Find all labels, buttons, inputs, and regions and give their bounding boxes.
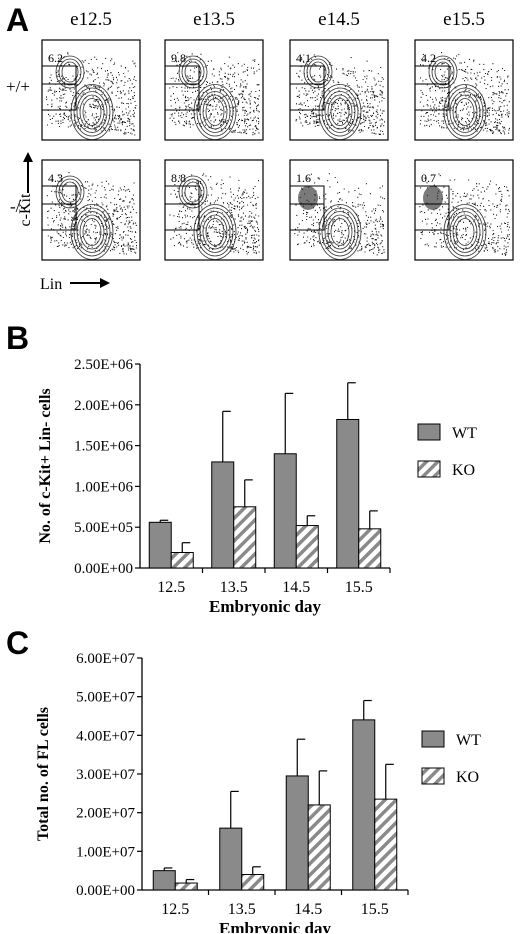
- legend-label-wt: WT: [456, 732, 481, 749]
- bar-wt: [148, 521, 172, 569]
- c-kit-axis-label: c-Kit: [17, 193, 34, 226]
- bar-ko: [358, 528, 382, 569]
- bar-ko: [241, 874, 265, 891]
- y-axis-title: Total no. of FL cells: [35, 707, 52, 841]
- panel-c-letter: C: [6, 625, 30, 661]
- y-tick-label: 1.00E+07: [76, 844, 135, 860]
- legend-label-ko: KO: [452, 462, 475, 479]
- y-tick-label: 0.00E+00: [74, 561, 133, 577]
- bar-ko: [295, 525, 319, 569]
- c-kit-arrow-head: [23, 152, 33, 162]
- flow-plot: 4.1: [289, 39, 389, 141]
- bar-ko: [374, 798, 398, 891]
- bar-wt: [211, 461, 235, 569]
- flow-column-header: e14.5: [318, 9, 360, 30]
- y-tick-label: 1.00E+06: [74, 479, 133, 495]
- chart-b-ckit-lin-cells: 0.00E+00 5.00E+05 1.00E+06 1.50E+06 2.00E+06…: [37, 357, 477, 616]
- legend-swatch-ko: [421, 767, 445, 785]
- gate-percent-label: 4.1: [296, 51, 311, 65]
- legend-swatch-wt: [421, 730, 445, 748]
- lin-axis-label: Lin: [40, 276, 62, 293]
- bar-ko: [233, 506, 257, 569]
- flow-plot: 4.3: [41, 159, 141, 261]
- y-tick-label: 2.00E+07: [76, 806, 135, 822]
- y-axis-title: No. of c-Kit+ Lin- cells: [37, 388, 54, 543]
- flow-row-label: +/+: [6, 77, 30, 96]
- bar-wt: [352, 719, 376, 891]
- gate-percent-label: 6.2: [48, 51, 63, 65]
- bar-ko: [170, 551, 194, 569]
- panel-a-letter: A: [6, 2, 30, 38]
- x-tick-label: 12.5: [157, 579, 185, 596]
- bar-wt: [336, 418, 360, 569]
- flow-plot: 0.7: [414, 159, 514, 261]
- gate-percent-label: 1.6: [296, 171, 311, 185]
- y-tick-label: 2.00E+06: [74, 398, 133, 414]
- flow-plot: 4.2: [414, 39, 514, 141]
- x-tick-label: 12.5: [161, 901, 189, 918]
- y-tick-label: 4.00E+07: [76, 728, 135, 744]
- flow-plot: 6.2: [41, 39, 141, 141]
- flow-column-header: e15.5: [443, 9, 485, 30]
- flow-row-label: -/-: [10, 197, 26, 216]
- x-tick-label: 15.5: [345, 579, 373, 596]
- panel-b-letter: B: [6, 320, 30, 356]
- gate-percent-label: 4.2: [421, 51, 436, 65]
- flow-cytometry-panel: e12.5 e13.5 e14.5 e15.5 +/+ -/- 6.2 9.8 4.1 4.2 4.…: [6, 9, 514, 293]
- x-tick-label: 15.5: [361, 901, 389, 918]
- legend-label-ko: KO: [456, 769, 479, 786]
- y-tick-label: 6.00E+07: [76, 651, 135, 667]
- x-tick-label: 13.5: [220, 579, 248, 596]
- flow-plot: 9.8: [164, 39, 264, 141]
- gate-percent-label: 0.7: [421, 171, 436, 185]
- bar-wt: [152, 870, 176, 891]
- bar-ko: [174, 882, 198, 891]
- gate-percent-label: 8.8: [171, 171, 186, 185]
- chart-c-total-fl-cells: 0.00E+00 1.00E+07 2.00E+07 3.00E+07 4.00E+07…: [35, 651, 481, 933]
- bar-wt: [219, 827, 243, 891]
- x-axis-title: Embryonic day: [209, 597, 321, 616]
- y-tick-label: 0.00E+00: [76, 883, 135, 899]
- legend-swatch-ko: [417, 460, 441, 478]
- y-tick-label: 5.00E+05: [74, 520, 133, 536]
- legend-swatch-wt: [417, 423, 441, 441]
- x-axis-title: Embryonic day: [219, 919, 331, 933]
- x-tick-label: 13.5: [228, 901, 256, 918]
- y-tick-label: 2.50E+06: [74, 357, 133, 373]
- y-tick-label: 3.00E+07: [76, 767, 135, 783]
- y-tick-label: 5.00E+07: [76, 690, 135, 706]
- x-tick-label: 14.5: [282, 579, 310, 596]
- lin-arrow-head: [100, 278, 110, 288]
- gate-percent-label: 9.8: [171, 51, 186, 65]
- flow-plot: 1.6: [289, 159, 389, 261]
- legend-label-wt: WT: [452, 425, 477, 442]
- y-tick-label: 1.50E+06: [74, 439, 133, 455]
- flow-plot: 8.8: [164, 159, 264, 261]
- x-tick-label: 14.5: [294, 901, 322, 918]
- bar-ko: [307, 804, 331, 891]
- bar-wt: [285, 775, 309, 891]
- flow-column-header: e13.5: [193, 9, 235, 30]
- flow-column-header: e12.5: [70, 9, 112, 30]
- gate-percent-label: 4.3: [48, 171, 63, 185]
- bar-wt: [273, 453, 297, 569]
